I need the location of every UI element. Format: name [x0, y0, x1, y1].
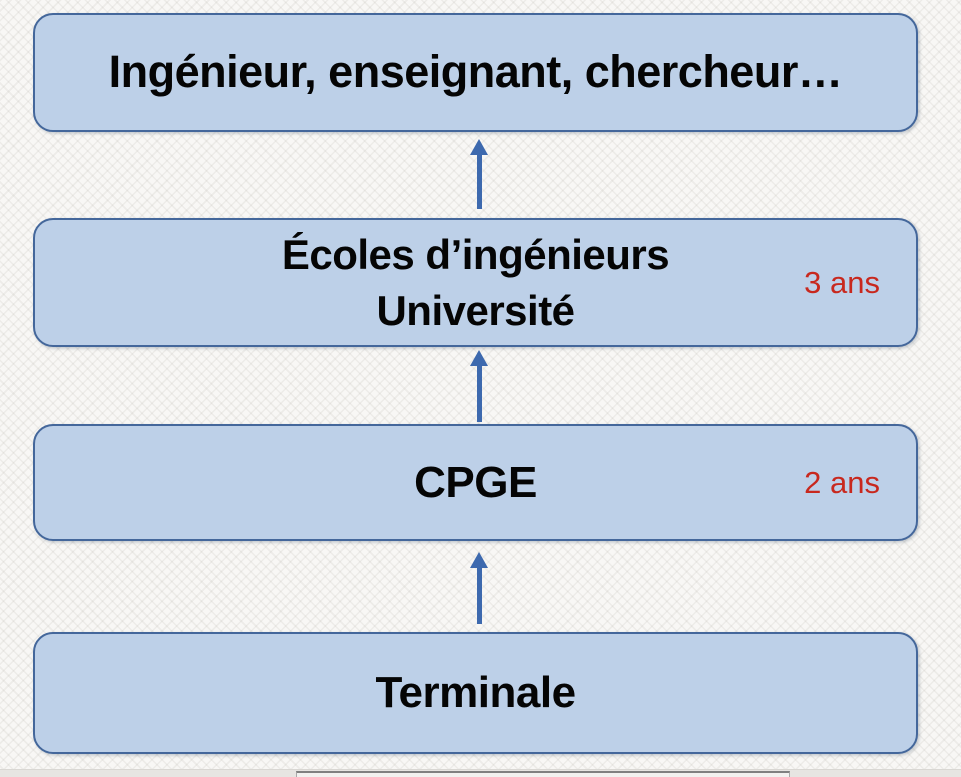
up-arrow-icon: [467, 350, 491, 422]
box-cpge-label: CPGE: [414, 457, 537, 507]
duration-label-2ans: 2 ans: [804, 464, 880, 500]
box-outcome-label: Ingénieur, enseignant, chercheur…: [108, 46, 843, 98]
up-arrow-icon: [467, 139, 491, 209]
box-ecoles-universite: Écoles d’ingénieurs Université 3 ans: [33, 218, 918, 347]
arrow-stem: [476, 568, 482, 624]
arrow-stem: [476, 155, 482, 209]
arrow-head: [470, 139, 488, 155]
box-ecoles-line2: Université: [376, 286, 575, 334]
box-cpge: CPGE 2 ans: [33, 424, 918, 541]
up-arrow-icon: [467, 552, 491, 624]
bottom-strip: [0, 769, 961, 777]
box-terminale-label: Terminale: [375, 668, 576, 718]
box-outcome: Ingénieur, enseignant, chercheur…: [33, 13, 918, 132]
partial-element-top-edge: [296, 771, 790, 777]
arrow-head: [470, 350, 488, 366]
box-terminale: Terminale: [33, 632, 918, 754]
duration-label-3ans: 3 ans: [804, 264, 880, 300]
arrow-stem: [476, 366, 482, 422]
box-ecoles-line1: Écoles d’ingénieurs: [281, 231, 670, 279]
arrow-head: [470, 552, 488, 568]
